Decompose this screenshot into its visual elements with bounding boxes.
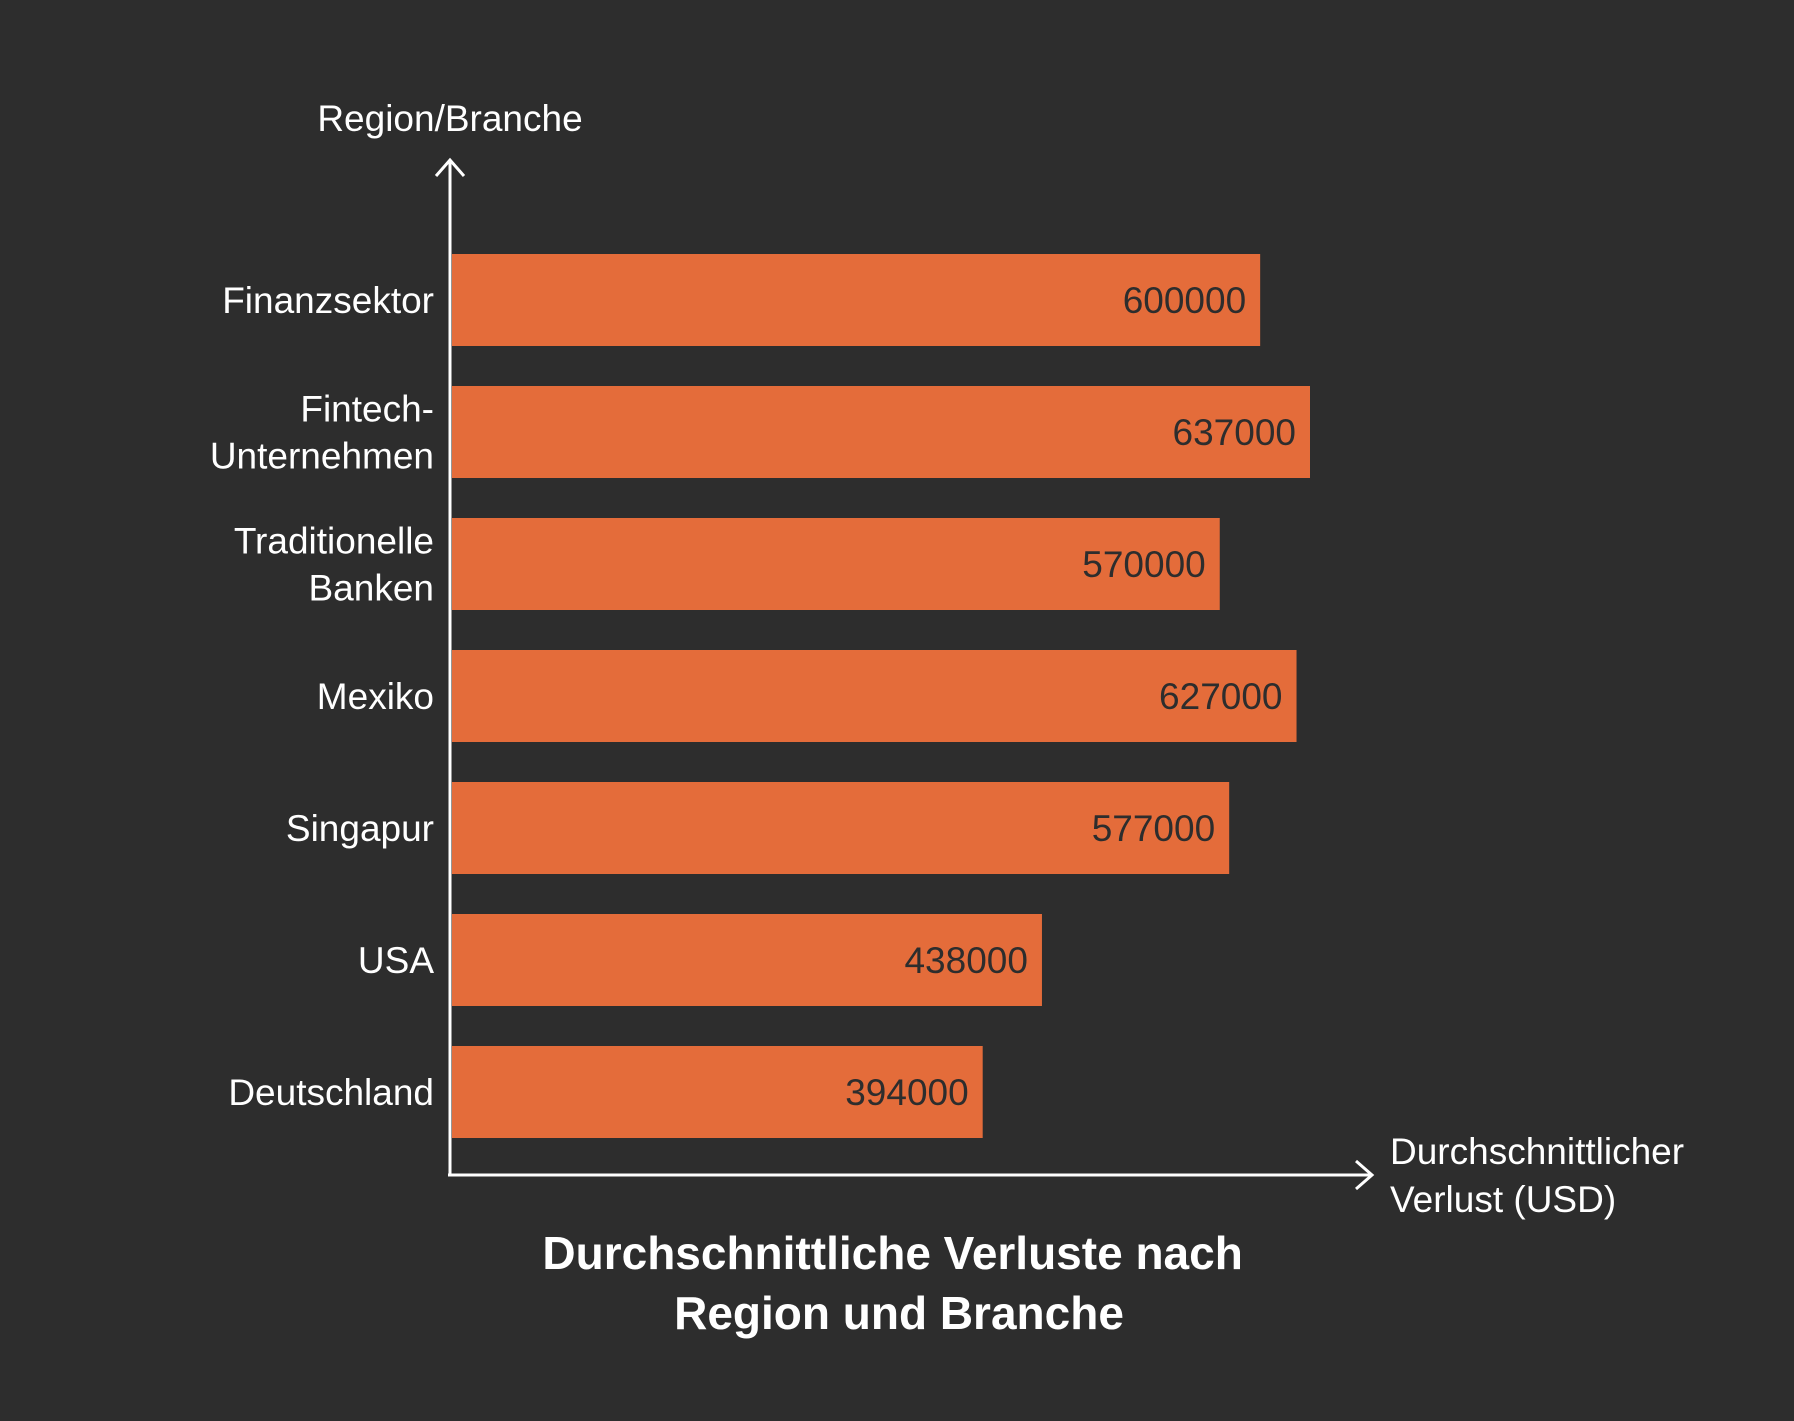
- category-label: Deutschland: [228, 1072, 434, 1113]
- bar: [452, 386, 1310, 478]
- labels-layer: Region/Branche Durchschnittlicher Verlus…: [317, 98, 1694, 1339]
- axes-layer: [434, 157, 1375, 1191]
- category-label-line: Unternehmen: [210, 436, 434, 477]
- category-label-line: Mexiko: [317, 676, 434, 717]
- category-label-line: Finanzsektor: [222, 280, 434, 321]
- category-label: USA: [358, 940, 434, 981]
- category-label-line: Banken: [309, 568, 435, 609]
- bar: [452, 1046, 983, 1138]
- bar: [452, 650, 1297, 742]
- x-axis-title-line-1: Durchschnittlicher: [1390, 1131, 1684, 1172]
- chart-title-line-2: Region und Branche: [674, 1287, 1124, 1339]
- y-axis-arrow-icon: [434, 157, 466, 177]
- bar: [452, 914, 1042, 1006]
- category-label-line: USA: [358, 940, 434, 981]
- x-axis-title-line-2: Verlust (USD): [1390, 1179, 1616, 1220]
- chart-title: Durchschnittliche Verluste nach Region u…: [542, 1227, 1255, 1339]
- bar-value-label: 600000: [1123, 280, 1246, 321]
- bar: [452, 782, 1230, 874]
- x-axis-arrow-icon: [1355, 1159, 1375, 1191]
- y-axis-title: Region/Branche: [317, 98, 582, 139]
- category-label: Traditionelle Banken: [234, 521, 434, 609]
- bar-value-label: 627000: [1159, 676, 1282, 717]
- category-label: Singapur: [286, 808, 434, 849]
- category-label: Mexiko: [317, 676, 434, 717]
- category-label: Finanzsektor: [222, 280, 434, 321]
- bars-layer: 600000 Finanzsektor 637000 Fintech- Unterneh…: [210, 254, 1310, 1138]
- x-axis-title: Durchschnittlicher Verlust (USD): [1390, 1131, 1694, 1220]
- bar-value-label: 637000: [1173, 412, 1296, 453]
- bar-value-label: 577000: [1092, 808, 1215, 849]
- category-label-line: Deutschland: [228, 1072, 434, 1113]
- bar: [452, 254, 1261, 346]
- category-label-line: Traditionelle: [234, 521, 434, 562]
- bar-value-label: 438000: [904, 940, 1027, 981]
- category-label-line: Singapur: [286, 808, 434, 849]
- bar-value-label: 394000: [845, 1072, 968, 1113]
- category-label: Fintech- Unternehmen: [210, 389, 434, 477]
- bar-value-label: 570000: [1082, 544, 1205, 585]
- chart-title-line-1: Durchschnittliche Verluste nach: [542, 1227, 1242, 1279]
- bar: [452, 518, 1220, 610]
- category-label-line: Fintech-: [300, 389, 434, 430]
